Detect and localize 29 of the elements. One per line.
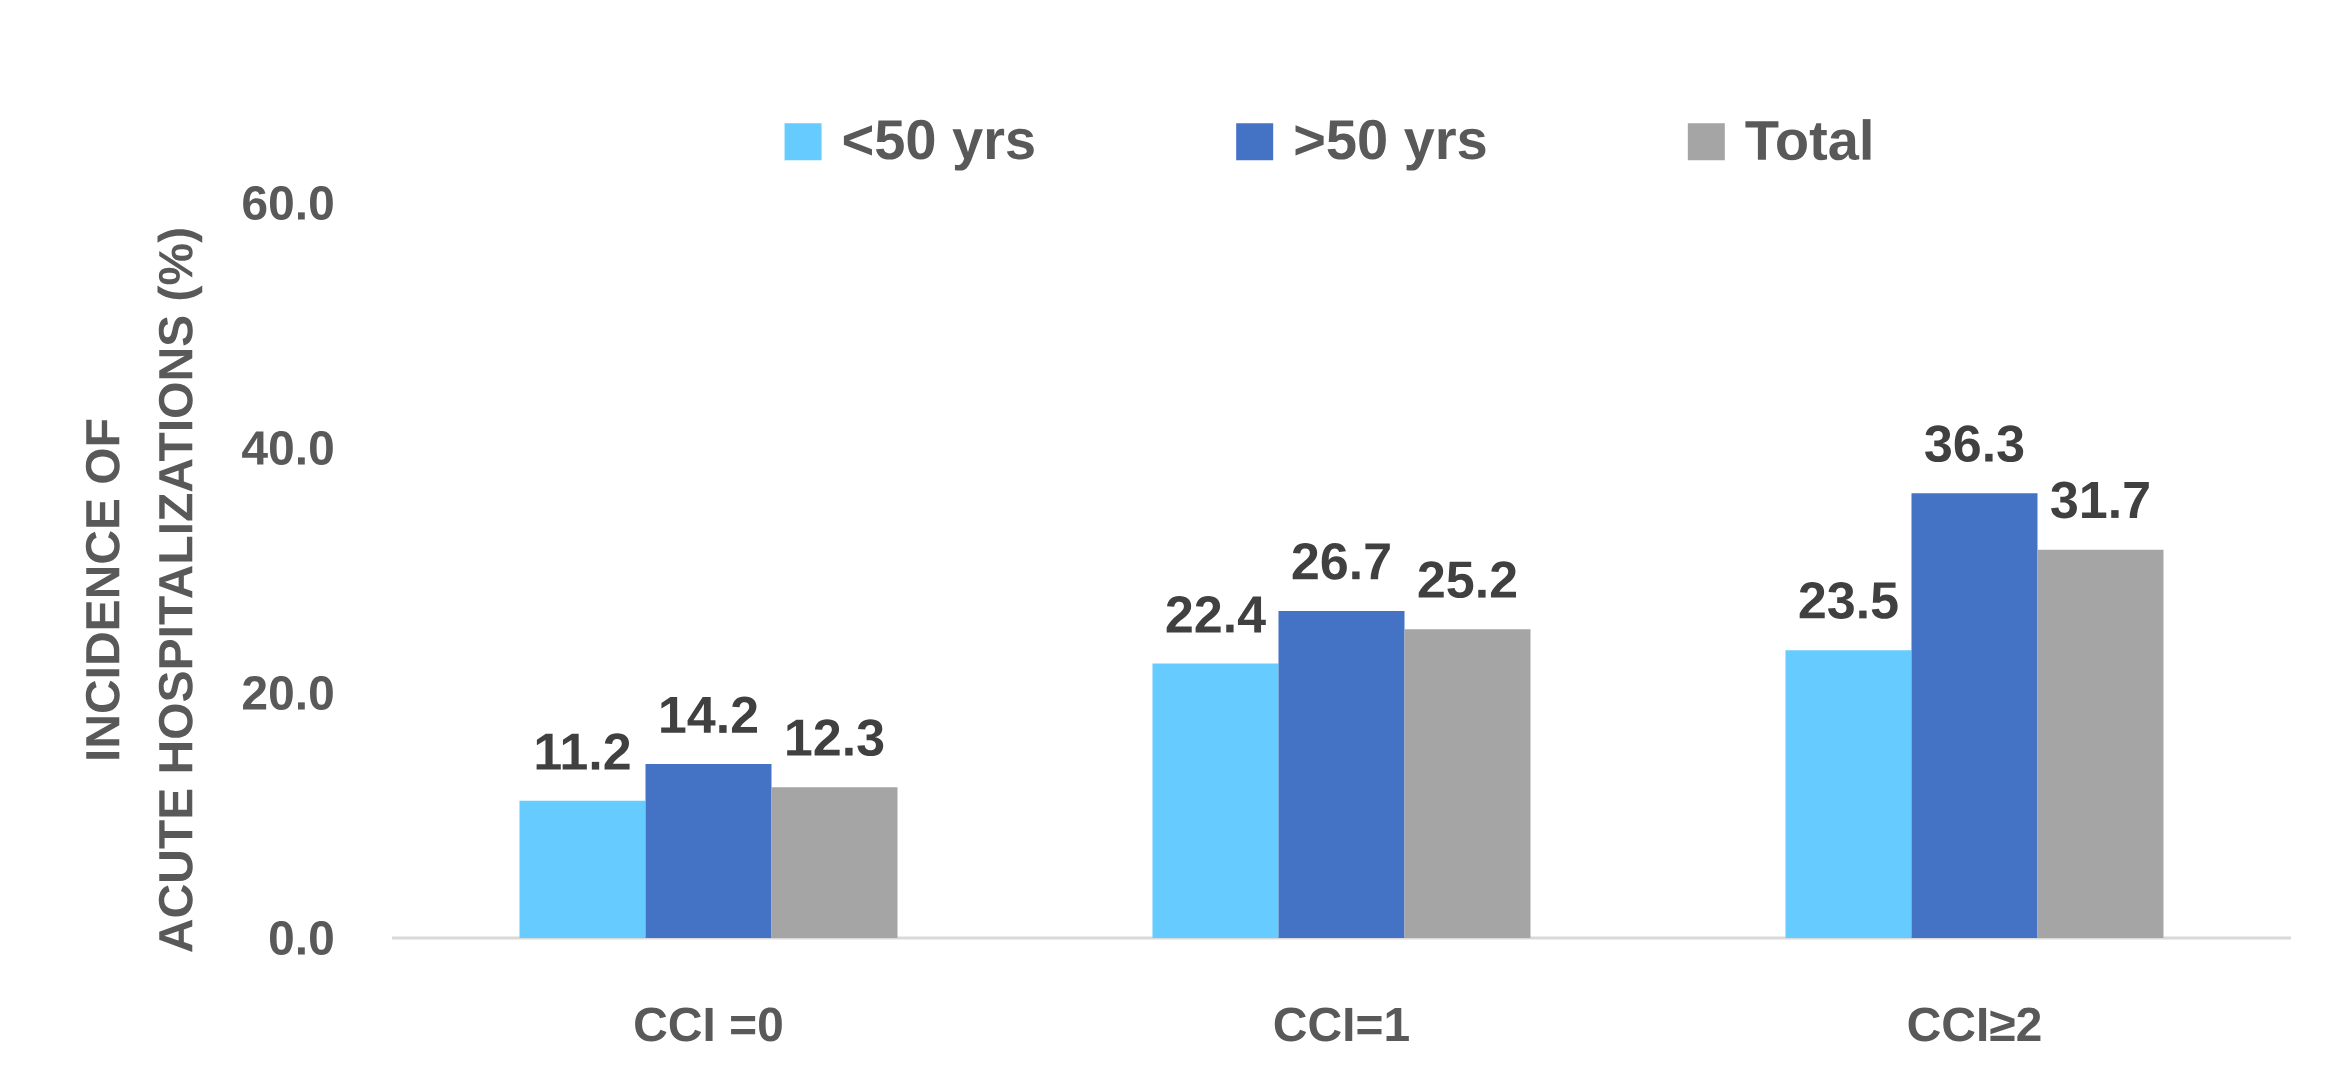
data-label: 11.2 bbox=[536, 733, 630, 770]
data-label: 25.2 bbox=[1418, 561, 1517, 599]
data-label: 26.7 bbox=[1292, 542, 1390, 580]
data-label: 14.2 bbox=[661, 696, 758, 733]
x-tick-label: CCI=1 bbox=[1274, 1007, 1409, 1042]
bar bbox=[1152, 663, 1279, 938]
data-label: 23.5 bbox=[1799, 582, 1898, 619]
bar bbox=[1785, 650, 1912, 938]
bar bbox=[1404, 629, 1531, 938]
data-label: 31.7 bbox=[2051, 481, 2149, 519]
data-label: 12.3 bbox=[787, 719, 884, 757]
data-label: 22.4 bbox=[1166, 596, 1266, 633]
bar bbox=[519, 800, 646, 938]
x-tick-label: CCI≥2 bbox=[1908, 1007, 2041, 1042]
legend-label: <50 yrs bbox=[843, 119, 1034, 171]
y-axis-title: INCIDENCE OF ACUTE HOSPITALIZATIONS (%) bbox=[85, 229, 203, 952]
bar bbox=[1911, 493, 2038, 938]
bar bbox=[771, 787, 898, 938]
bar bbox=[645, 764, 772, 938]
bar bbox=[2037, 549, 2164, 938]
y-tick-label: 40.0 bbox=[242, 431, 333, 465]
y-tick-label: 60.0 bbox=[243, 186, 333, 220]
y-tick-label: 20.0 bbox=[243, 676, 333, 710]
legend-label: Total bbox=[1745, 119, 1871, 161]
data-label: 36.3 bbox=[1925, 425, 2024, 463]
x-tick-label: CCI =0 bbox=[635, 1007, 782, 1042]
legend-label: >50 yrs bbox=[1295, 119, 1486, 171]
y-tick-label: 0.0 bbox=[269, 921, 333, 955]
bar bbox=[1278, 610, 1405, 938]
